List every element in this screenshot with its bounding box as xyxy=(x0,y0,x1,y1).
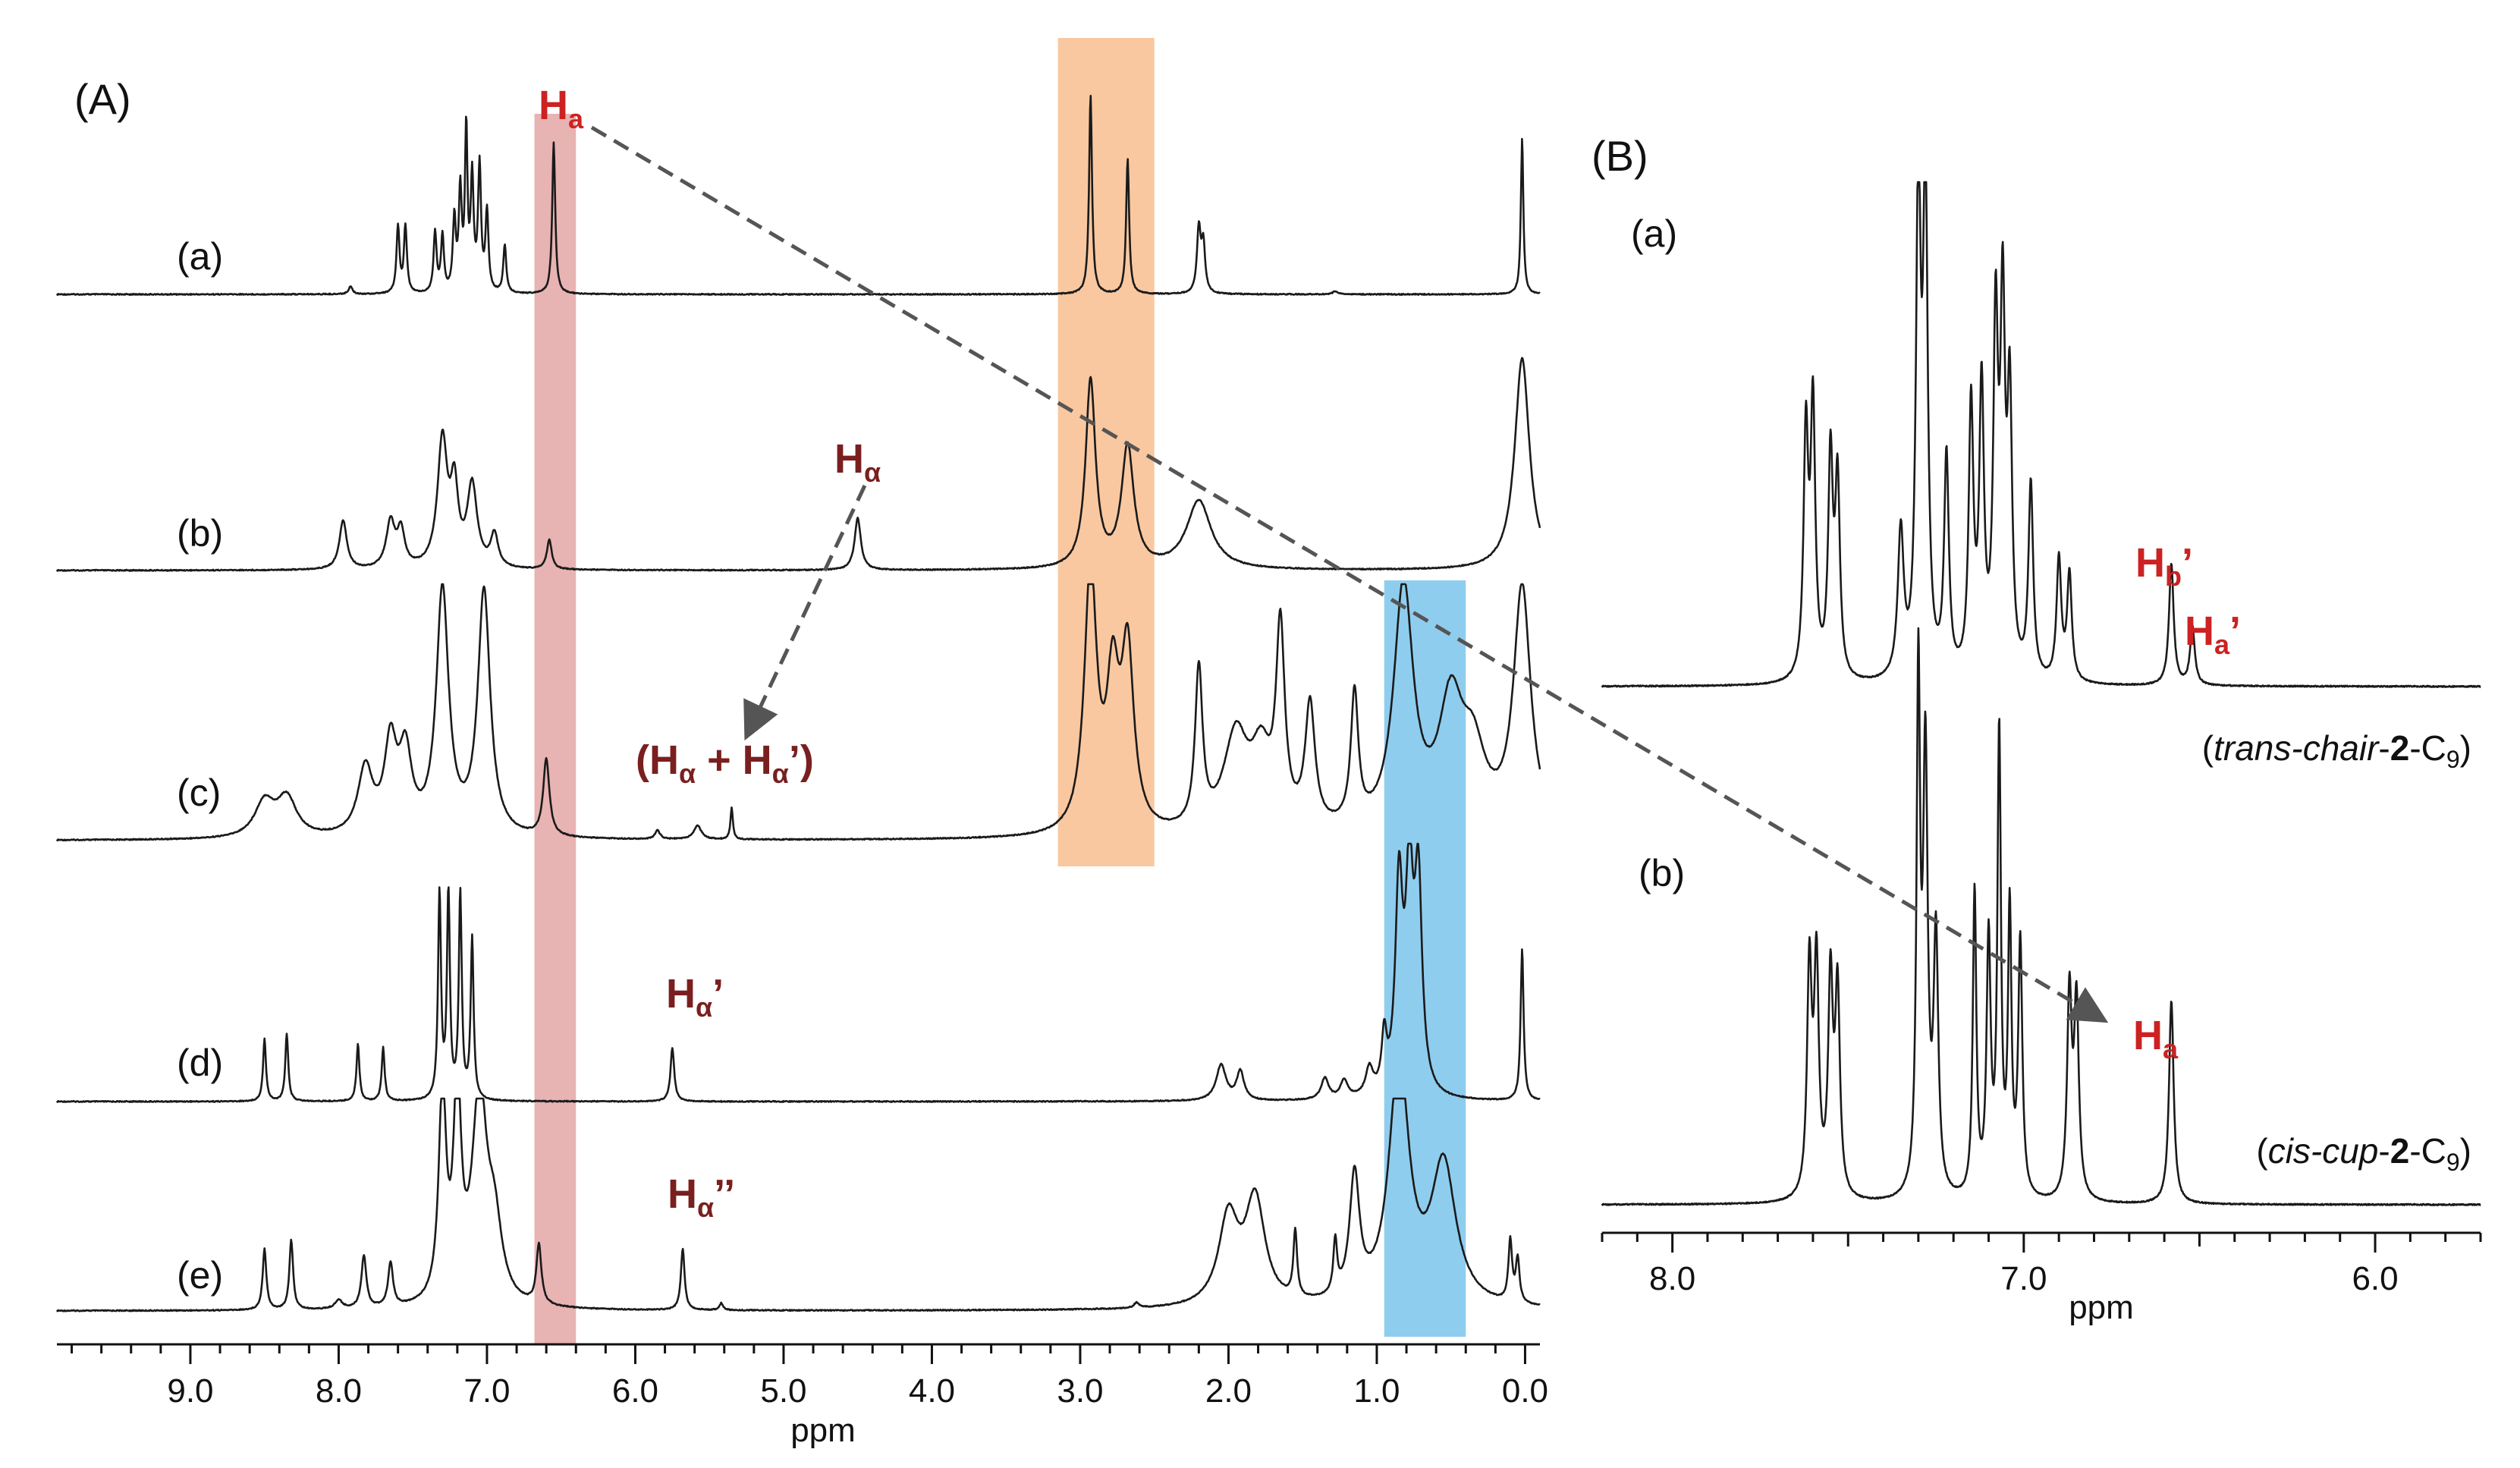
panel-a-spectra xyxy=(55,95,1541,1312)
spectrum-trace-a xyxy=(55,95,1541,296)
panel-a-label: (A) xyxy=(74,75,131,123)
panel-a-tick-label: 2.0 xyxy=(1205,1372,1252,1410)
annotation-halpha-dprime-e: Hα’’ xyxy=(668,1171,735,1223)
highlight-band-blue xyxy=(1384,580,1466,1337)
highlight-band-orange xyxy=(1057,38,1155,866)
panel-b-tick-label: 6.0 xyxy=(2352,1260,2398,1297)
panel-b-spectra xyxy=(1601,181,2481,1206)
b-spectrum-trace-b xyxy=(1601,627,2481,1206)
annotation-ha-prime: Ha’ xyxy=(2185,608,2241,660)
b-trace-label-a: (a) xyxy=(1631,212,1677,255)
panel-a-x-axis: 9.0 8.0 7.0 6.0 5.0 4.0 3.0 2.0 1.0 0.0 xyxy=(57,1343,1548,1410)
caption-cis-cup: (cis-cup-2-C9) xyxy=(2256,1131,2471,1176)
spectrum-trace-d xyxy=(55,842,1541,1103)
annotation-ha-b: Ha xyxy=(2133,1013,2179,1064)
trace-label-c: (c) xyxy=(177,772,221,814)
annotation-halpha-sum-c: (Hα + Hα’) xyxy=(636,737,814,789)
panel-b-tick-label: 8.0 xyxy=(1649,1260,1695,1297)
annotation-hb-prime: Hb’ xyxy=(2135,540,2193,592)
highlight-bands xyxy=(534,38,1466,1344)
panel-a-xlabel: ppm xyxy=(790,1412,856,1449)
panel-b-label: (B) xyxy=(1591,132,1648,180)
spectrum-trace-c xyxy=(55,583,1541,842)
panel-a-tick-label: 8.0 xyxy=(316,1372,362,1410)
panel-b-xlabel: ppm xyxy=(2069,1289,2134,1326)
panel-a-tick-label: 9.0 xyxy=(167,1372,213,1410)
panel-a-tick-label: 1.0 xyxy=(1353,1372,1400,1410)
trace-label-b: (b) xyxy=(177,512,223,555)
panel-b-tick-label: 7.0 xyxy=(2000,1260,2047,1297)
panel-a-tick-label: 5.0 xyxy=(760,1372,806,1410)
trace-label-a: (a) xyxy=(177,235,223,278)
annotation-halpha-b: Hα xyxy=(834,436,881,488)
caption-trans-chair: (trans-chair-2-C9) xyxy=(2202,728,2471,773)
annotation-halpha-prime-d: Hα’ xyxy=(666,971,724,1023)
spectrum-trace-e xyxy=(55,1097,1541,1312)
trace-label-d: (d) xyxy=(177,1042,223,1084)
spectrum-trace-b xyxy=(55,357,1541,572)
annotation-ha-top: Ha xyxy=(539,83,584,134)
trace-label-e: (e) xyxy=(177,1254,223,1297)
panel-a-tick-label: 0.0 xyxy=(1502,1372,1548,1410)
b-trace-label-b: (b) xyxy=(1639,852,1685,894)
arrow-ha-to-panel-b xyxy=(590,125,2109,1023)
arrow-halpha-b-to-c xyxy=(743,484,867,741)
panel-a-tick-label: 7.0 xyxy=(463,1372,510,1410)
panel-b-x-axis: 8.0 7.0 6.0 xyxy=(1601,1231,2482,1297)
panel-a-tick-label: 4.0 xyxy=(909,1372,955,1410)
highlight-band-red xyxy=(534,114,577,1344)
b-spectrum-trace-a xyxy=(1601,181,2481,688)
panel-a-tick-label: 6.0 xyxy=(612,1372,658,1410)
panel-a-tick-label: 3.0 xyxy=(1057,1372,1103,1410)
